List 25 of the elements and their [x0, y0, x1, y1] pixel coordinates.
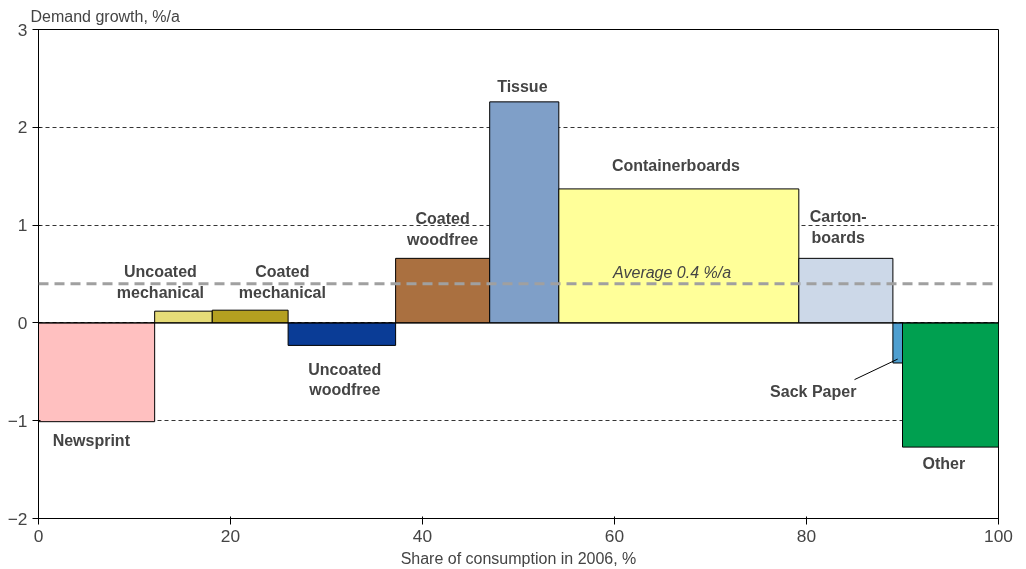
- annotation: Other: [922, 455, 966, 473]
- y-tick-label: −2: [7, 508, 28, 529]
- annotation: Tissue: [497, 77, 548, 95]
- x-tick-label: 80: [796, 525, 817, 546]
- x-tick-label: 20: [220, 525, 241, 546]
- y-tick-label: 2: [17, 117, 28, 138]
- annotation: Uncoated mechanical: [116, 263, 204, 301]
- x-tick-label: 100: [984, 525, 1013, 546]
- annotation: Carton- boards: [809, 208, 867, 246]
- x-axis-title: Share of consumption in 2006, %: [400, 549, 637, 567]
- y-axis-title: Demand growth, %/a: [30, 7, 181, 25]
- y-tick-label: 0: [17, 312, 28, 333]
- y-tick-label: 1: [17, 215, 28, 236]
- annotation: Coated woodfree: [406, 210, 479, 248]
- annotation: Coated mechanical: [238, 263, 326, 301]
- x-tick-label: 0: [33, 525, 44, 546]
- annotation: Containerboards: [611, 156, 741, 174]
- y-tick-label: −1: [7, 410, 28, 431]
- annotation: Newsprint: [52, 431, 131, 449]
- annotation: Uncoated woodfree: [308, 360, 382, 399]
- annotation: Sack Paper: [770, 382, 857, 400]
- x-tick-label: 40: [412, 525, 433, 546]
- y-tick-label: 3: [17, 19, 28, 40]
- x-tick-label: 60: [604, 525, 625, 546]
- ref-line-label: Average 0.4 %/a: [612, 263, 732, 281]
